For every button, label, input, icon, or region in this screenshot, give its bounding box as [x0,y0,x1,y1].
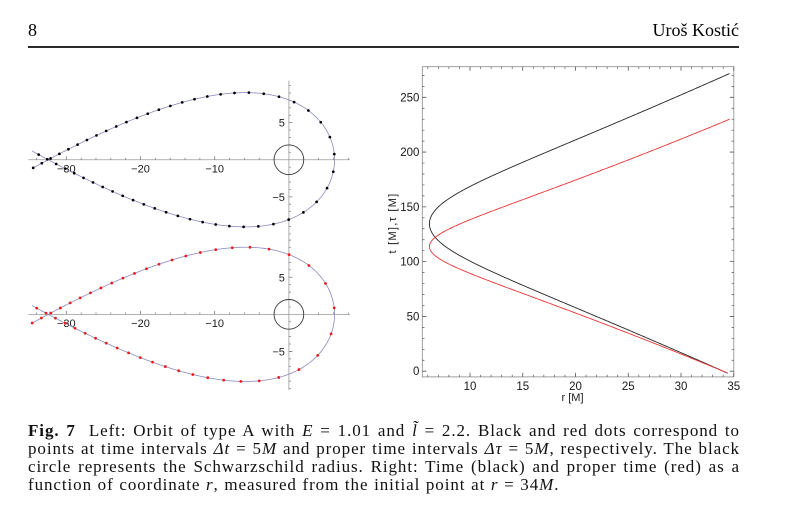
svg-text:5: 5 [279,272,285,284]
svg-text:30: 30 [675,381,688,393]
svg-text:250: 250 [400,92,419,104]
svg-text:35: 35 [727,381,740,393]
svg-text:100: 100 [400,257,419,269]
svg-text:r [M]: r [M] [562,392,584,404]
svg-text:5: 5 [279,118,285,130]
svg-text:0: 0 [413,366,419,378]
svg-text:20: 20 [569,381,582,393]
svg-text:150: 150 [400,202,419,214]
svg-text:200: 200 [400,147,419,159]
svg-text:−20: −20 [131,163,150,175]
svg-text:−10: −10 [205,318,224,330]
svg-text:10: 10 [464,381,477,393]
svg-text:50: 50 [407,311,420,323]
svg-text:−5: −5 [272,346,285,358]
svg-text:25: 25 [622,381,635,393]
svg-text:15: 15 [516,381,529,393]
svg-text:−5: −5 [272,192,285,204]
svg-text:t [M],τ [M]: t [M],τ [M] [387,193,399,254]
svg-text:−10: −10 [205,163,224,175]
svg-text:−20: −20 [131,318,150,330]
